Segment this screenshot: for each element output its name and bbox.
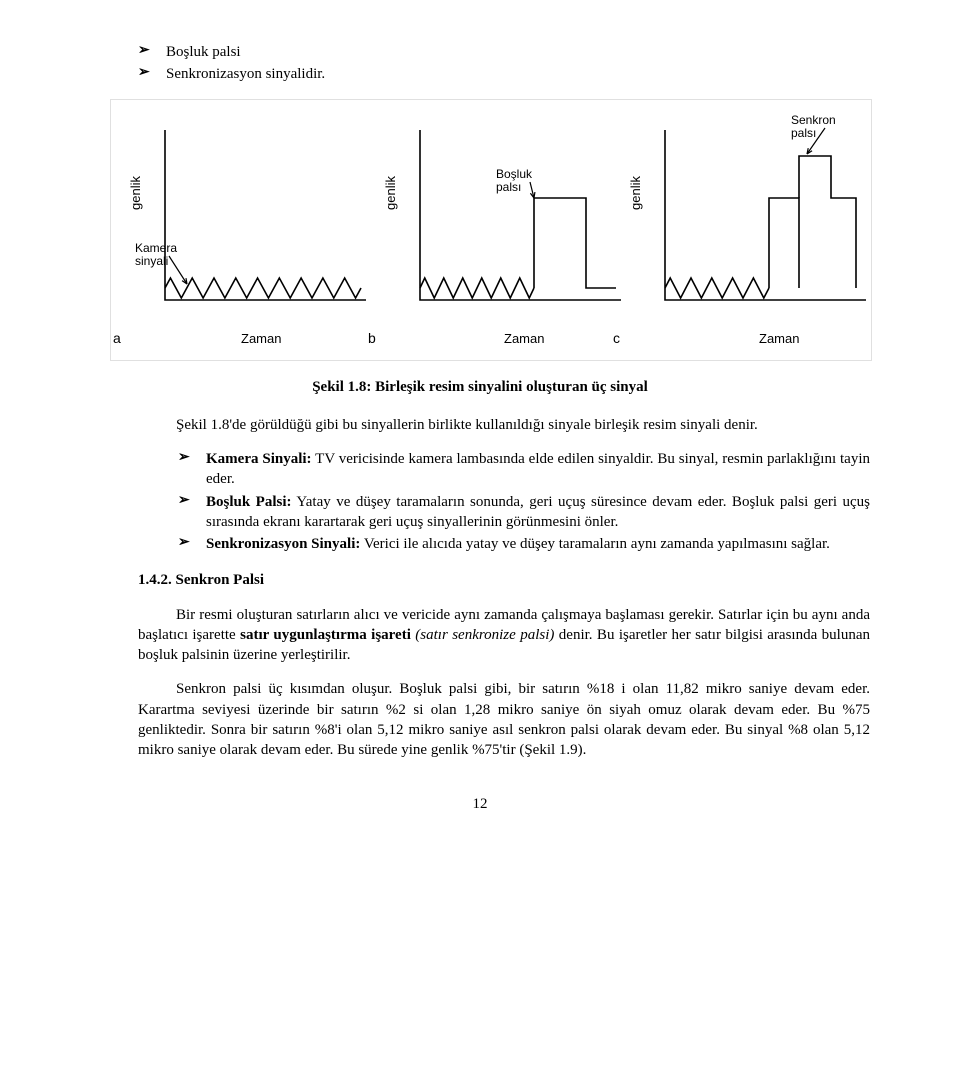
bullet-body: Yatay ve düşey taramaların sonunda, geri…: [206, 494, 870, 530]
axis-x-label: Zaman: [759, 330, 799, 348]
bullet-text: Boşluk Palsi: Yatay ve düşey taramaların…: [206, 492, 870, 533]
intro-paragraph: Şekil 1.8'de görüldüğü gibi bu sinyaller…: [138, 415, 870, 435]
bullet-icon: ➢: [178, 534, 206, 554]
figure-caption: Şekil 1.8: Birleşik resim sinyalini oluş…: [90, 377, 870, 397]
detail-bullet-list: ➢ Kamera Sinyali: TV vericisinde kamera …: [178, 449, 870, 554]
axis-y-label: genlik: [127, 176, 145, 210]
bullet-lead: Boşluk Palsi:: [206, 494, 292, 510]
panel-label: b: [368, 329, 376, 348]
list-item: ➢ Boşluk Palsi: Yatay ve düşey taramalar…: [178, 492, 870, 533]
figure-1-8: genlikZamanaKamerasinyaligenlikZamanbBoş…: [110, 99, 872, 361]
figure-panel-c: genlikZamancSenkronpalsı: [631, 110, 861, 330]
annotation-label: Boşlukpalsı: [496, 168, 532, 194]
bullet-lead: Senkronizasyon Sinyali:: [206, 536, 360, 552]
bullet-text: Boşluk palsi: [166, 42, 870, 62]
bullet-text: Kamera Sinyali: TV vericisinde kamera la…: [206, 449, 870, 490]
section-heading: 1.4.2. Senkron Palsi: [138, 570, 870, 590]
axis-x-label: Zaman: [241, 330, 281, 348]
bullet-icon: ➢: [178, 492, 206, 533]
axis-y-label: genlik: [627, 176, 645, 210]
axis-y-label: genlik: [382, 176, 400, 210]
bullet-icon: ➢: [138, 42, 166, 62]
bullet-lead: Kamera Sinyali:: [206, 451, 312, 467]
panel-label: a: [113, 329, 121, 348]
figure-panel-b: genlikZamanbBoşlukpalsı: [386, 110, 626, 330]
bullet-text: Senkronizasyon sinyalidir.: [166, 64, 870, 84]
figure-panel-a: genlikZamanaKamerasinyali: [131, 110, 371, 330]
body-paragraph-1: Bir resmi oluşturan satırların alıcı ve …: [138, 605, 870, 666]
body-text: Senkron palsi üç kısımdan oluşur. Boşluk…: [138, 681, 870, 758]
top-bullet-list: ➢ Boşluk palsi ➢ Senkronizasyon sinyalid…: [138, 42, 870, 85]
bullet-icon: ➢: [138, 64, 166, 84]
bullet-body: Verici ile alıcıda yatay ve düşey tarama…: [360, 536, 830, 552]
bullet-icon: ➢: [178, 449, 206, 490]
intro-text: Şekil 1.8'de görüldüğü gibi bu sinyaller…: [176, 417, 758, 433]
figure-caption-text: Şekil 1.8: Birleşik resim sinyalini oluş…: [312, 379, 648, 395]
list-item: ➢ Senkronizasyon Sinyali: Verici ile alı…: [178, 534, 870, 554]
page-number: 12: [90, 794, 870, 814]
list-item: ➢ Senkronizasyon sinyalidir.: [138, 64, 870, 84]
body-bold: satır uygunlaştırma işareti: [240, 627, 415, 643]
list-item: ➢ Boşluk palsi: [138, 42, 870, 62]
list-item: ➢ Kamera Sinyali: TV vericisinde kamera …: [178, 449, 870, 490]
annotation-label: Senkronpalsı: [791, 114, 836, 140]
axis-x-label: Zaman: [504, 330, 544, 348]
bullet-text: Senkronizasyon Sinyali: Verici ile alıcı…: [206, 534, 870, 554]
annotation-label: Kamerasinyali: [135, 242, 177, 268]
body-italic: (satır senkronize palsi): [415, 627, 554, 643]
panel-label: c: [613, 329, 620, 348]
body-paragraph-2: Senkron palsi üç kısımdan oluşur. Boşluk…: [138, 679, 870, 760]
